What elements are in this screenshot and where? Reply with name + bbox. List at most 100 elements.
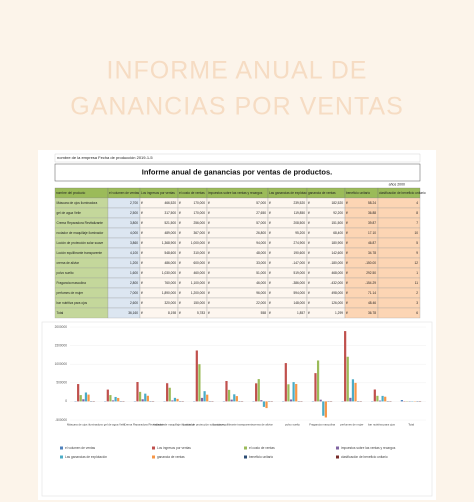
bar (114, 396, 117, 402)
cell-value: 498,000 (331, 291, 343, 295)
bar (138, 391, 142, 402)
cell-value: 126,000 (331, 301, 343, 305)
legend-swatch (336, 446, 339, 450)
currency: ¥ (179, 271, 181, 275)
cell-value: 468,000 (331, 271, 343, 275)
header-text: ganancia de ventas (308, 191, 336, 195)
cell-bg (377, 267, 421, 279)
currency: ¥ (179, 241, 181, 245)
cell-value: 548,600 (164, 251, 176, 255)
bar (260, 400, 263, 402)
currency: ¥ (179, 281, 181, 285)
currency: ¥ (346, 311, 348, 315)
bar (235, 396, 238, 402)
currency: ¥ (308, 311, 310, 315)
y-tick-label: 1000000 (55, 362, 68, 366)
legend-label: ganancia de ventas (157, 455, 185, 459)
bar (292, 382, 295, 402)
bar (381, 395, 384, 402)
cell-value: 180,900 (331, 241, 343, 245)
bar (84, 392, 88, 402)
cell-value: 151,500 (331, 221, 343, 225)
currency: ¥ (346, 301, 348, 305)
bar (233, 394, 236, 402)
currency: ¥ (141, 231, 143, 235)
product-name: Fragancia masculina (57, 281, 87, 285)
cell-bg (377, 277, 421, 289)
legend-swatch (60, 446, 63, 450)
product-name: crema de aliviar (57, 261, 80, 265)
currency: ¥ (346, 201, 348, 205)
cell-value: 92,200 (333, 211, 343, 215)
cell-value: 170,000 (193, 201, 205, 205)
cell-bg (377, 297, 421, 309)
cell-value: 320,000 (164, 301, 176, 305)
currency: ¥ (179, 311, 181, 315)
currency: ¥ (269, 301, 271, 305)
cell-value: 8,198 (168, 311, 176, 315)
cell-value: 274,900 (293, 241, 305, 245)
bar (262, 401, 266, 407)
page-title: INFORME ANUAL DE (107, 57, 368, 85)
legend-swatch (244, 446, 247, 450)
bar (324, 401, 327, 418)
cell-value: 148,000 (293, 301, 305, 305)
cell-bg (206, 307, 269, 319)
bar (200, 397, 204, 402)
y-tick-label: 0 (65, 399, 67, 403)
bar (346, 356, 349, 402)
currency: ¥ (141, 271, 143, 275)
currency: ¥ (269, 261, 271, 265)
cell-value: 600,000 (193, 261, 205, 265)
cell-value: 94,000 (256, 241, 266, 245)
cell-value: 558 (261, 311, 267, 315)
bar (206, 394, 209, 402)
cell-value: 182,520 (331, 201, 343, 205)
bar (295, 383, 298, 402)
bar (351, 379, 355, 402)
bar (198, 364, 201, 402)
currency: ¥ (208, 301, 210, 305)
product-name: perfumes de mujer (57, 291, 85, 295)
currency: ¥ (308, 231, 310, 235)
currency: ¥ (346, 281, 348, 285)
cell-value: 190,600 (293, 251, 305, 255)
currency: ¥ (308, 261, 310, 265)
cell-value: -432,000 (330, 281, 343, 285)
cell-value: 4 (416, 201, 418, 205)
cell-value: 2 (416, 291, 418, 295)
cell-bg (377, 237, 421, 249)
cell-value: 36.78 (368, 311, 376, 315)
cell-value: 57,000 (256, 221, 266, 225)
cell-value: 12 (414, 261, 418, 265)
cell-value: 466,520 (164, 201, 176, 205)
bar (106, 389, 109, 402)
cell-bg (377, 217, 421, 229)
product-name: polvo suelto (57, 271, 74, 275)
currency: ¥ (179, 301, 181, 305)
product-name: gel de agua Veile (57, 211, 82, 215)
currency: ¥ (141, 241, 143, 245)
cell-value: 1,030,000 (162, 271, 176, 275)
legend-label: Los ingresos por ventas (157, 446, 191, 450)
currency: ¥ (179, 251, 181, 255)
cell-value: 4,000 (130, 231, 138, 235)
x-tick-label: Fragancia masculina (309, 423, 335, 427)
bar (287, 384, 290, 402)
currency: ¥ (308, 241, 310, 245)
cell-value: 310,000 (193, 251, 205, 255)
bar (144, 393, 147, 402)
legend-label: el costo de ventas (249, 446, 275, 450)
x-tick-label: perfumes de mujer (340, 423, 363, 427)
header-text: impuestos sobre las ventas y recargos (208, 191, 263, 195)
x-tick-label: bar nutritiva para ojos (368, 423, 395, 427)
currency: ¥ (141, 311, 143, 315)
bar (376, 395, 379, 402)
currency: ¥ (179, 231, 181, 235)
currency: ¥ (269, 291, 271, 295)
bar (349, 397, 352, 402)
bar (203, 391, 206, 402)
header-text: beneficio unitario (346, 191, 370, 195)
bar (173, 397, 177, 402)
currency: ¥ (269, 271, 271, 275)
